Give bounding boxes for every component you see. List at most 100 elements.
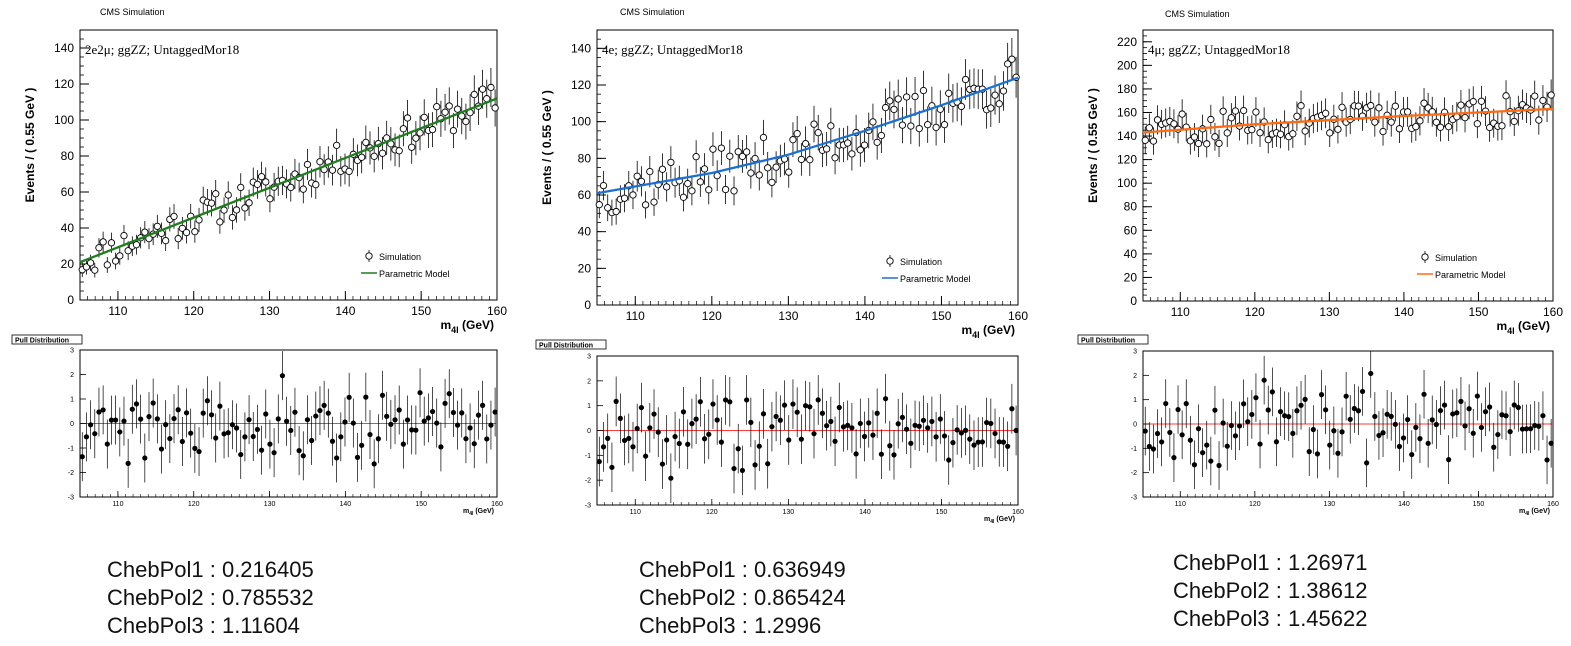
data-point (449, 126, 458, 135)
data-point (831, 154, 839, 162)
data-point (696, 178, 704, 186)
data-point (1371, 118, 1379, 126)
data-point (216, 218, 224, 226)
data-point (86, 259, 95, 267)
data-point (1194, 139, 1203, 148)
pull-point (765, 461, 771, 467)
data-point (220, 206, 228, 214)
pull-point (756, 443, 762, 449)
pull-point (1458, 398, 1464, 404)
simulation-points (1141, 79, 1555, 158)
pull-point (1150, 446, 1157, 452)
pull-x-tick-label: 110 (630, 509, 641, 516)
y-tick-label: 180 (1117, 82, 1137, 96)
pull-point (1474, 393, 1480, 399)
data-point (1215, 139, 1223, 148)
pull-point (296, 448, 302, 454)
data-point (1403, 108, 1412, 116)
pull-point (113, 417, 119, 423)
pull-point (781, 402, 788, 408)
data-point (604, 204, 612, 212)
pull-y-tick-label: -2 (68, 470, 74, 477)
pull-point (129, 406, 135, 412)
data-point (873, 138, 881, 146)
data-point (915, 124, 923, 133)
cms-header: CMS Simulation (1165, 9, 1230, 19)
pull-point (208, 412, 215, 418)
pull-point (946, 457, 952, 463)
data-point (1498, 122, 1506, 130)
data-point (1178, 110, 1186, 118)
x-tick-label: 120 (702, 309, 722, 323)
pull-point (325, 410, 331, 416)
pull-point (811, 431, 817, 437)
pull-x-tick-label: 150 (1473, 501, 1485, 508)
data-point (1004, 60, 1012, 68)
pull-point (334, 455, 340, 461)
data-point (487, 83, 495, 92)
y-tick-label: 160 (1117, 105, 1137, 119)
pull-point (1204, 442, 1210, 448)
pull-point (706, 431, 712, 437)
y-tick-label: 100 (54, 113, 74, 127)
pull-point (388, 421, 394, 427)
pull-y-tick-label: -1 (1131, 446, 1137, 453)
pull-point (891, 452, 897, 458)
y-tick-label: 140 (1117, 129, 1137, 143)
data-point (709, 145, 717, 153)
pull-point (651, 411, 657, 417)
pull-point (346, 394, 352, 400)
pull-point (1528, 426, 1534, 432)
pull-point (878, 451, 884, 457)
pull-point (1495, 431, 1501, 438)
pull-x-axis-label: m4l (GeV) (1519, 508, 1550, 517)
data-point (646, 167, 654, 176)
pull-point (1265, 407, 1271, 413)
pull-point (475, 412, 482, 418)
pull-point (1433, 421, 1439, 428)
data-point (124, 247, 132, 255)
pull-point (429, 408, 436, 415)
data-point (1367, 101, 1375, 110)
pull-point (1478, 424, 1485, 431)
pull-point (167, 435, 173, 442)
pull-x-tick-label: 140 (1398, 501, 1410, 508)
pull-point (238, 451, 244, 458)
pull-point (1499, 412, 1505, 418)
x-tick-label: 130 (778, 309, 798, 323)
pull-point (271, 450, 277, 456)
data-point (633, 172, 641, 180)
pull-point (396, 407, 402, 413)
category-label: 4μ; ggZZ; UntaggedMor18 (1148, 42, 1290, 57)
data-point (111, 257, 120, 265)
pull-point (1347, 416, 1353, 422)
data-point (595, 201, 603, 209)
data-point (726, 152, 734, 160)
pull-point (1482, 409, 1489, 415)
coefficient-chebpol1: ChebPol1 : 1.26971 (1173, 550, 1368, 575)
pull-point (1175, 406, 1181, 413)
pull-point (929, 418, 935, 425)
pull-point (912, 422, 918, 428)
pull-point (1195, 426, 1202, 432)
data-point (911, 92, 919, 101)
pull-point (1388, 413, 1394, 419)
pull-point (463, 436, 469, 442)
data-point (764, 164, 772, 172)
pull-point (975, 439, 981, 445)
pull-point (744, 397, 750, 403)
pull-point (1187, 437, 1193, 443)
pull-point (634, 425, 640, 432)
data-point (266, 195, 274, 203)
pull-point (786, 437, 792, 443)
coefficient-chebpol1: ChebPol1 : 0.636949 (639, 557, 846, 582)
pull-point (710, 401, 716, 407)
pull-point (672, 433, 678, 440)
pull-point (1540, 413, 1546, 419)
pull-point (1400, 435, 1407, 441)
pull-point (221, 431, 227, 437)
data-point (957, 102, 966, 111)
pull-point (1392, 421, 1398, 427)
data-point (103, 261, 111, 269)
pull-point (1405, 416, 1411, 423)
